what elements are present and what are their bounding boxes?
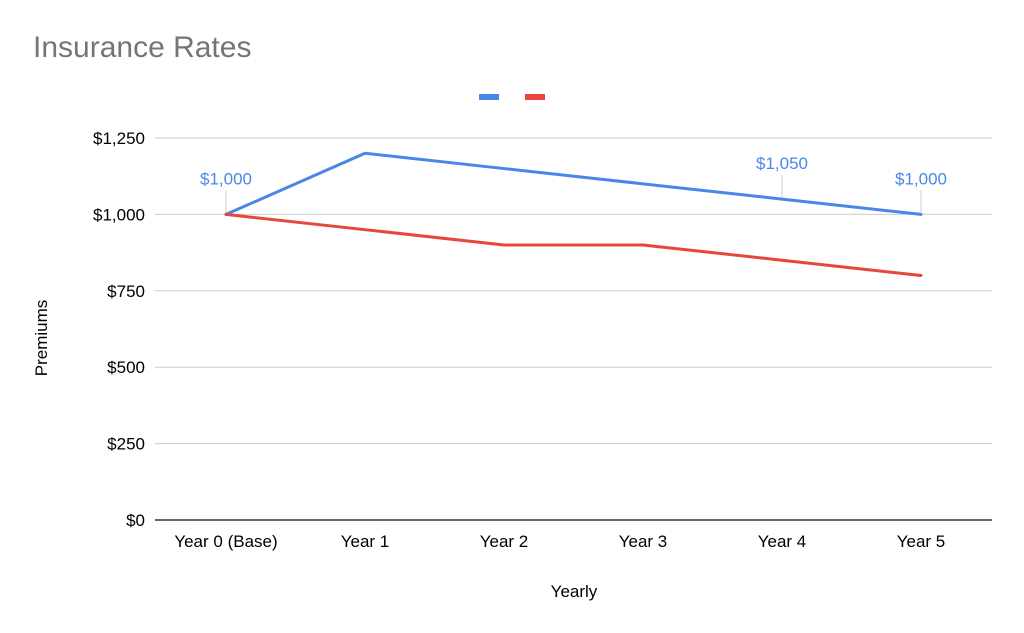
x-axis-ticks: Year 0 (Base) Year 1 Year 2 Year 3 Year 4 Yea… [174,532,945,551]
y-tick-label: $750 [107,282,145,301]
series-line [224,151,923,216]
x-tick-label: Year 5 [897,532,946,551]
series-lines [224,151,923,278]
y-tick-label: $250 [107,435,145,454]
data-label: $1,000 [895,169,947,188]
y-axis-title: Premiums [32,300,51,377]
series-line [224,212,923,278]
y-tick-label: $0 [126,511,145,530]
x-tick-label: Year 0 (Base) [174,532,277,551]
y-tick-label: $1,250 [93,129,145,148]
y-axis-ticks: $0 $250 $500 $750 $1,000 $1,250 [93,129,145,530]
x-tick-label: Year 1 [341,532,390,551]
legend-swatch [479,94,499,100]
legend-swatch [525,94,545,100]
data-labels: $1,000 $1,050 $1,000 [200,154,947,213]
x-axis-title: Yearly [551,582,598,601]
x-tick-label: Year 3 [619,532,668,551]
y-tick-label: $500 [107,358,145,377]
legend [479,94,545,100]
data-label: $1,000 [200,169,252,188]
x-tick-label: Year 2 [480,532,529,551]
y-tick-label: $1,000 [93,205,145,224]
data-label: $1,050 [756,154,808,173]
gridlines [155,137,992,521]
x-tick-label: Year 4 [758,532,807,551]
chart-title: Insurance Rates [33,31,251,64]
